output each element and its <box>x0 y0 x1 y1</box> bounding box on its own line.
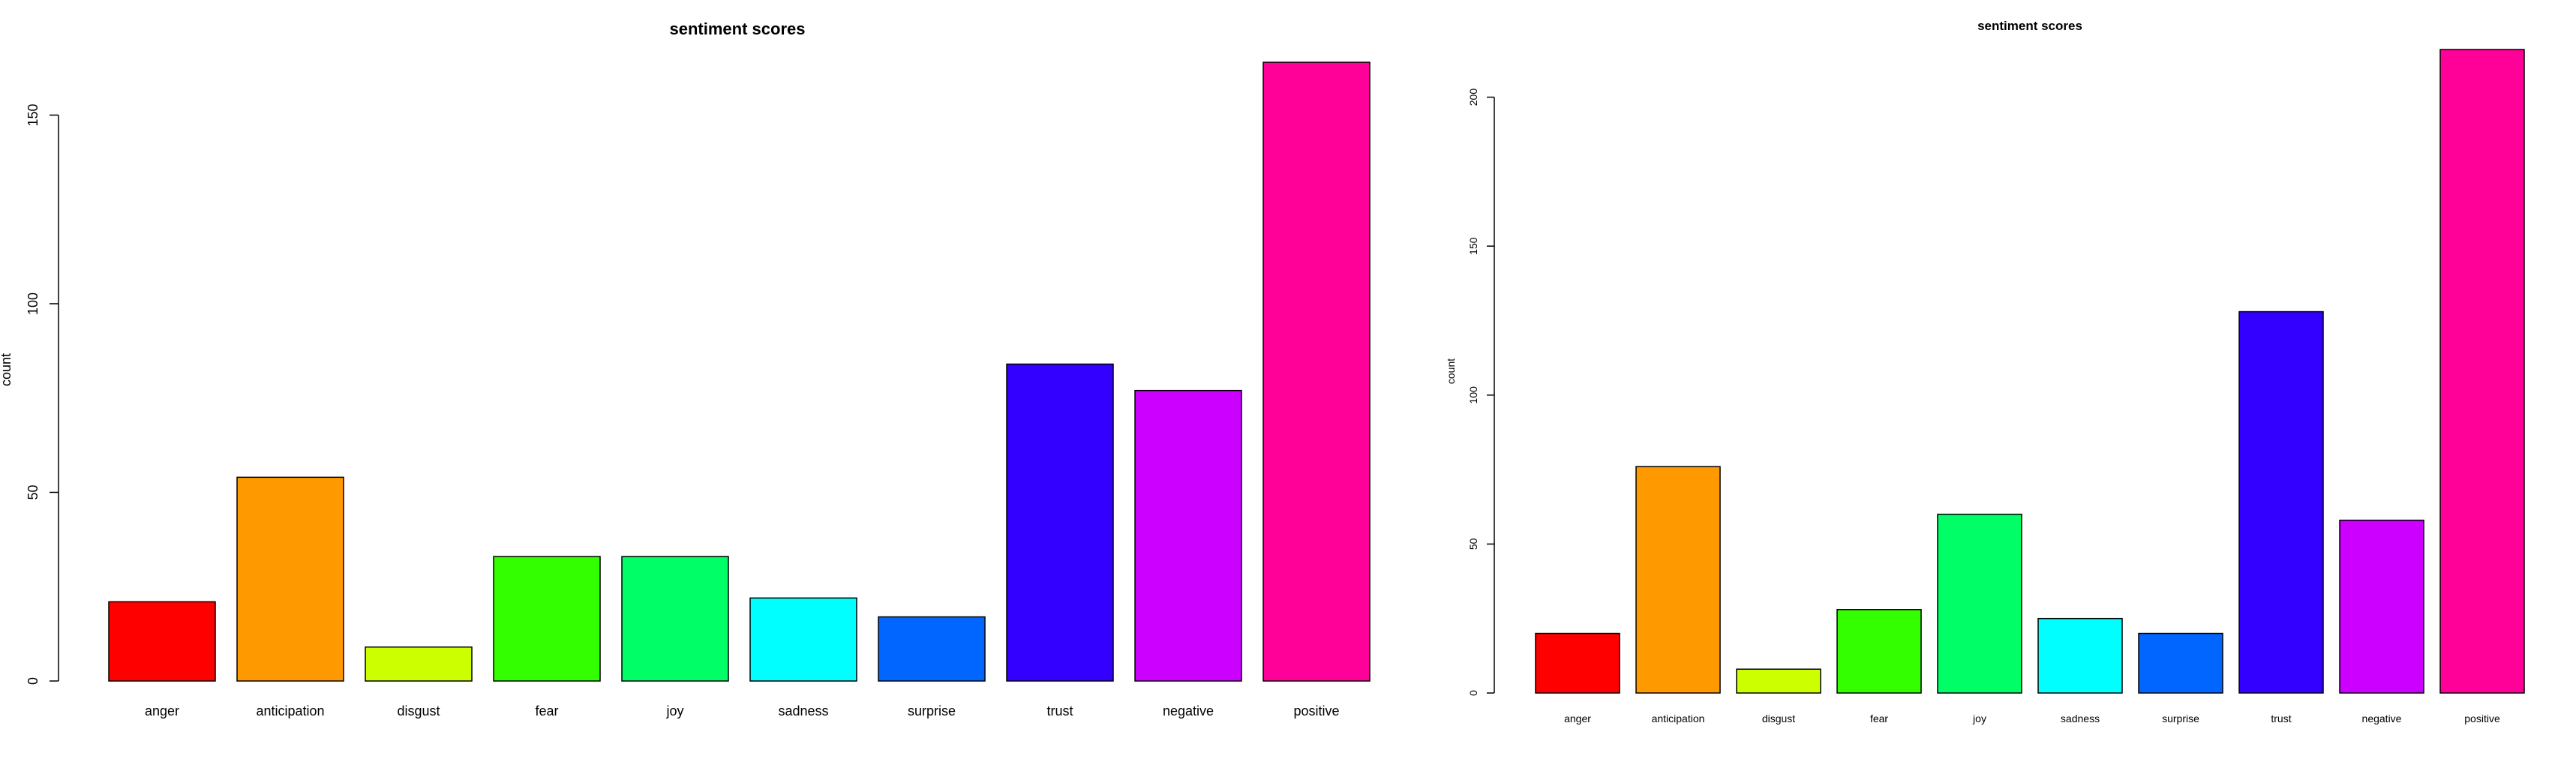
category-label-sadness: sadness <box>2061 712 2100 724</box>
chart-right-ylabel: count <box>1445 358 1457 384</box>
chart-right-category-labels: anger anticipation disgust fear joy sadness su… <box>1564 712 2500 724</box>
bar-disgust <box>1736 668 1821 694</box>
y-tick-label: 150 <box>26 104 41 126</box>
bar-fear <box>1836 609 1922 694</box>
category-label-sadness: sadness <box>778 704 828 718</box>
chart-right-bars <box>1535 49 2525 694</box>
category-label-fear: fear <box>1870 712 1888 724</box>
category-label-trust: trust <box>1046 704 1073 718</box>
y-tick-label: 100 <box>1467 386 1479 404</box>
category-label-positive: positive <box>1293 704 1339 718</box>
y-tick-label: 50 <box>1467 538 1479 550</box>
bar-anticipation <box>236 476 344 682</box>
y-tick-label: 150 <box>1467 237 1479 255</box>
chart-right-svg: sentiment scores count 0 50 100 150 200 ange… <box>1445 19 2525 724</box>
chart-right-title: sentiment scores <box>1977 19 2082 33</box>
category-label-disgust: disgust <box>397 704 440 718</box>
category-label-surprise: surprise <box>2162 712 2199 724</box>
category-label-fear: fear <box>535 704 558 718</box>
chart-right-y-ticks: 0 50 100 150 200 <box>1467 88 1494 696</box>
bar-fear <box>493 556 601 682</box>
bar-disgust <box>365 646 473 682</box>
bar-negative <box>1134 389 1242 682</box>
y-tick-label: 50 <box>26 484 41 500</box>
category-label-disgust: disgust <box>1762 712 1795 724</box>
category-label-anticipation: anticipation <box>256 704 324 718</box>
bar-anger <box>108 601 216 682</box>
category-label-joy: joy <box>665 704 683 718</box>
category-label-joy: joy <box>1972 712 1986 724</box>
bar-surprise <box>2138 632 2223 694</box>
category-label-surprise: surprise <box>908 704 956 718</box>
y-tick-label: 0 <box>26 677 41 685</box>
bar-sadness <box>2037 617 2123 694</box>
bar-positive <box>1262 62 1371 682</box>
category-label-negative: negative <box>2362 712 2402 724</box>
y-tick-label: 200 <box>1467 88 1479 106</box>
bar-anger <box>1535 632 1620 694</box>
bar-sadness <box>749 597 857 682</box>
chart-left: sentiment scores count 0 50 100 150 anger an… <box>0 20 1371 718</box>
chart-right: sentiment scores count 0 50 100 150 200 ange… <box>1407 0 2576 759</box>
chart-left-category-labels: anger anticipation disgust fear joy sadness su… <box>145 704 1340 718</box>
category-label-anger: anger <box>145 704 179 718</box>
chart-left-y-ticks: 0 50 100 150 <box>26 104 59 685</box>
bar-negative <box>2339 519 2424 694</box>
category-label-negative: negative <box>1163 704 1214 718</box>
y-tick-label: 0 <box>1467 690 1479 696</box>
category-label-anticipation: anticipation <box>1652 712 1705 724</box>
chart-left-title: sentiment scores <box>670 20 806 38</box>
bar-joy <box>621 556 729 682</box>
chart-left-ylabel: count <box>0 353 14 386</box>
y-tick-label: 100 <box>26 292 41 315</box>
bar-anticipation <box>1635 466 1721 694</box>
category-label-trust: trust <box>2271 712 2291 724</box>
chart-left-bars <box>108 62 1371 682</box>
bar-trust <box>2238 310 2324 694</box>
category-label-positive: positive <box>2464 712 2500 724</box>
bar-trust <box>1006 363 1114 682</box>
bar-surprise <box>878 616 986 682</box>
bar-positive <box>2439 49 2525 694</box>
bar-joy <box>1937 513 2022 694</box>
category-label-anger: anger <box>1564 712 1591 724</box>
